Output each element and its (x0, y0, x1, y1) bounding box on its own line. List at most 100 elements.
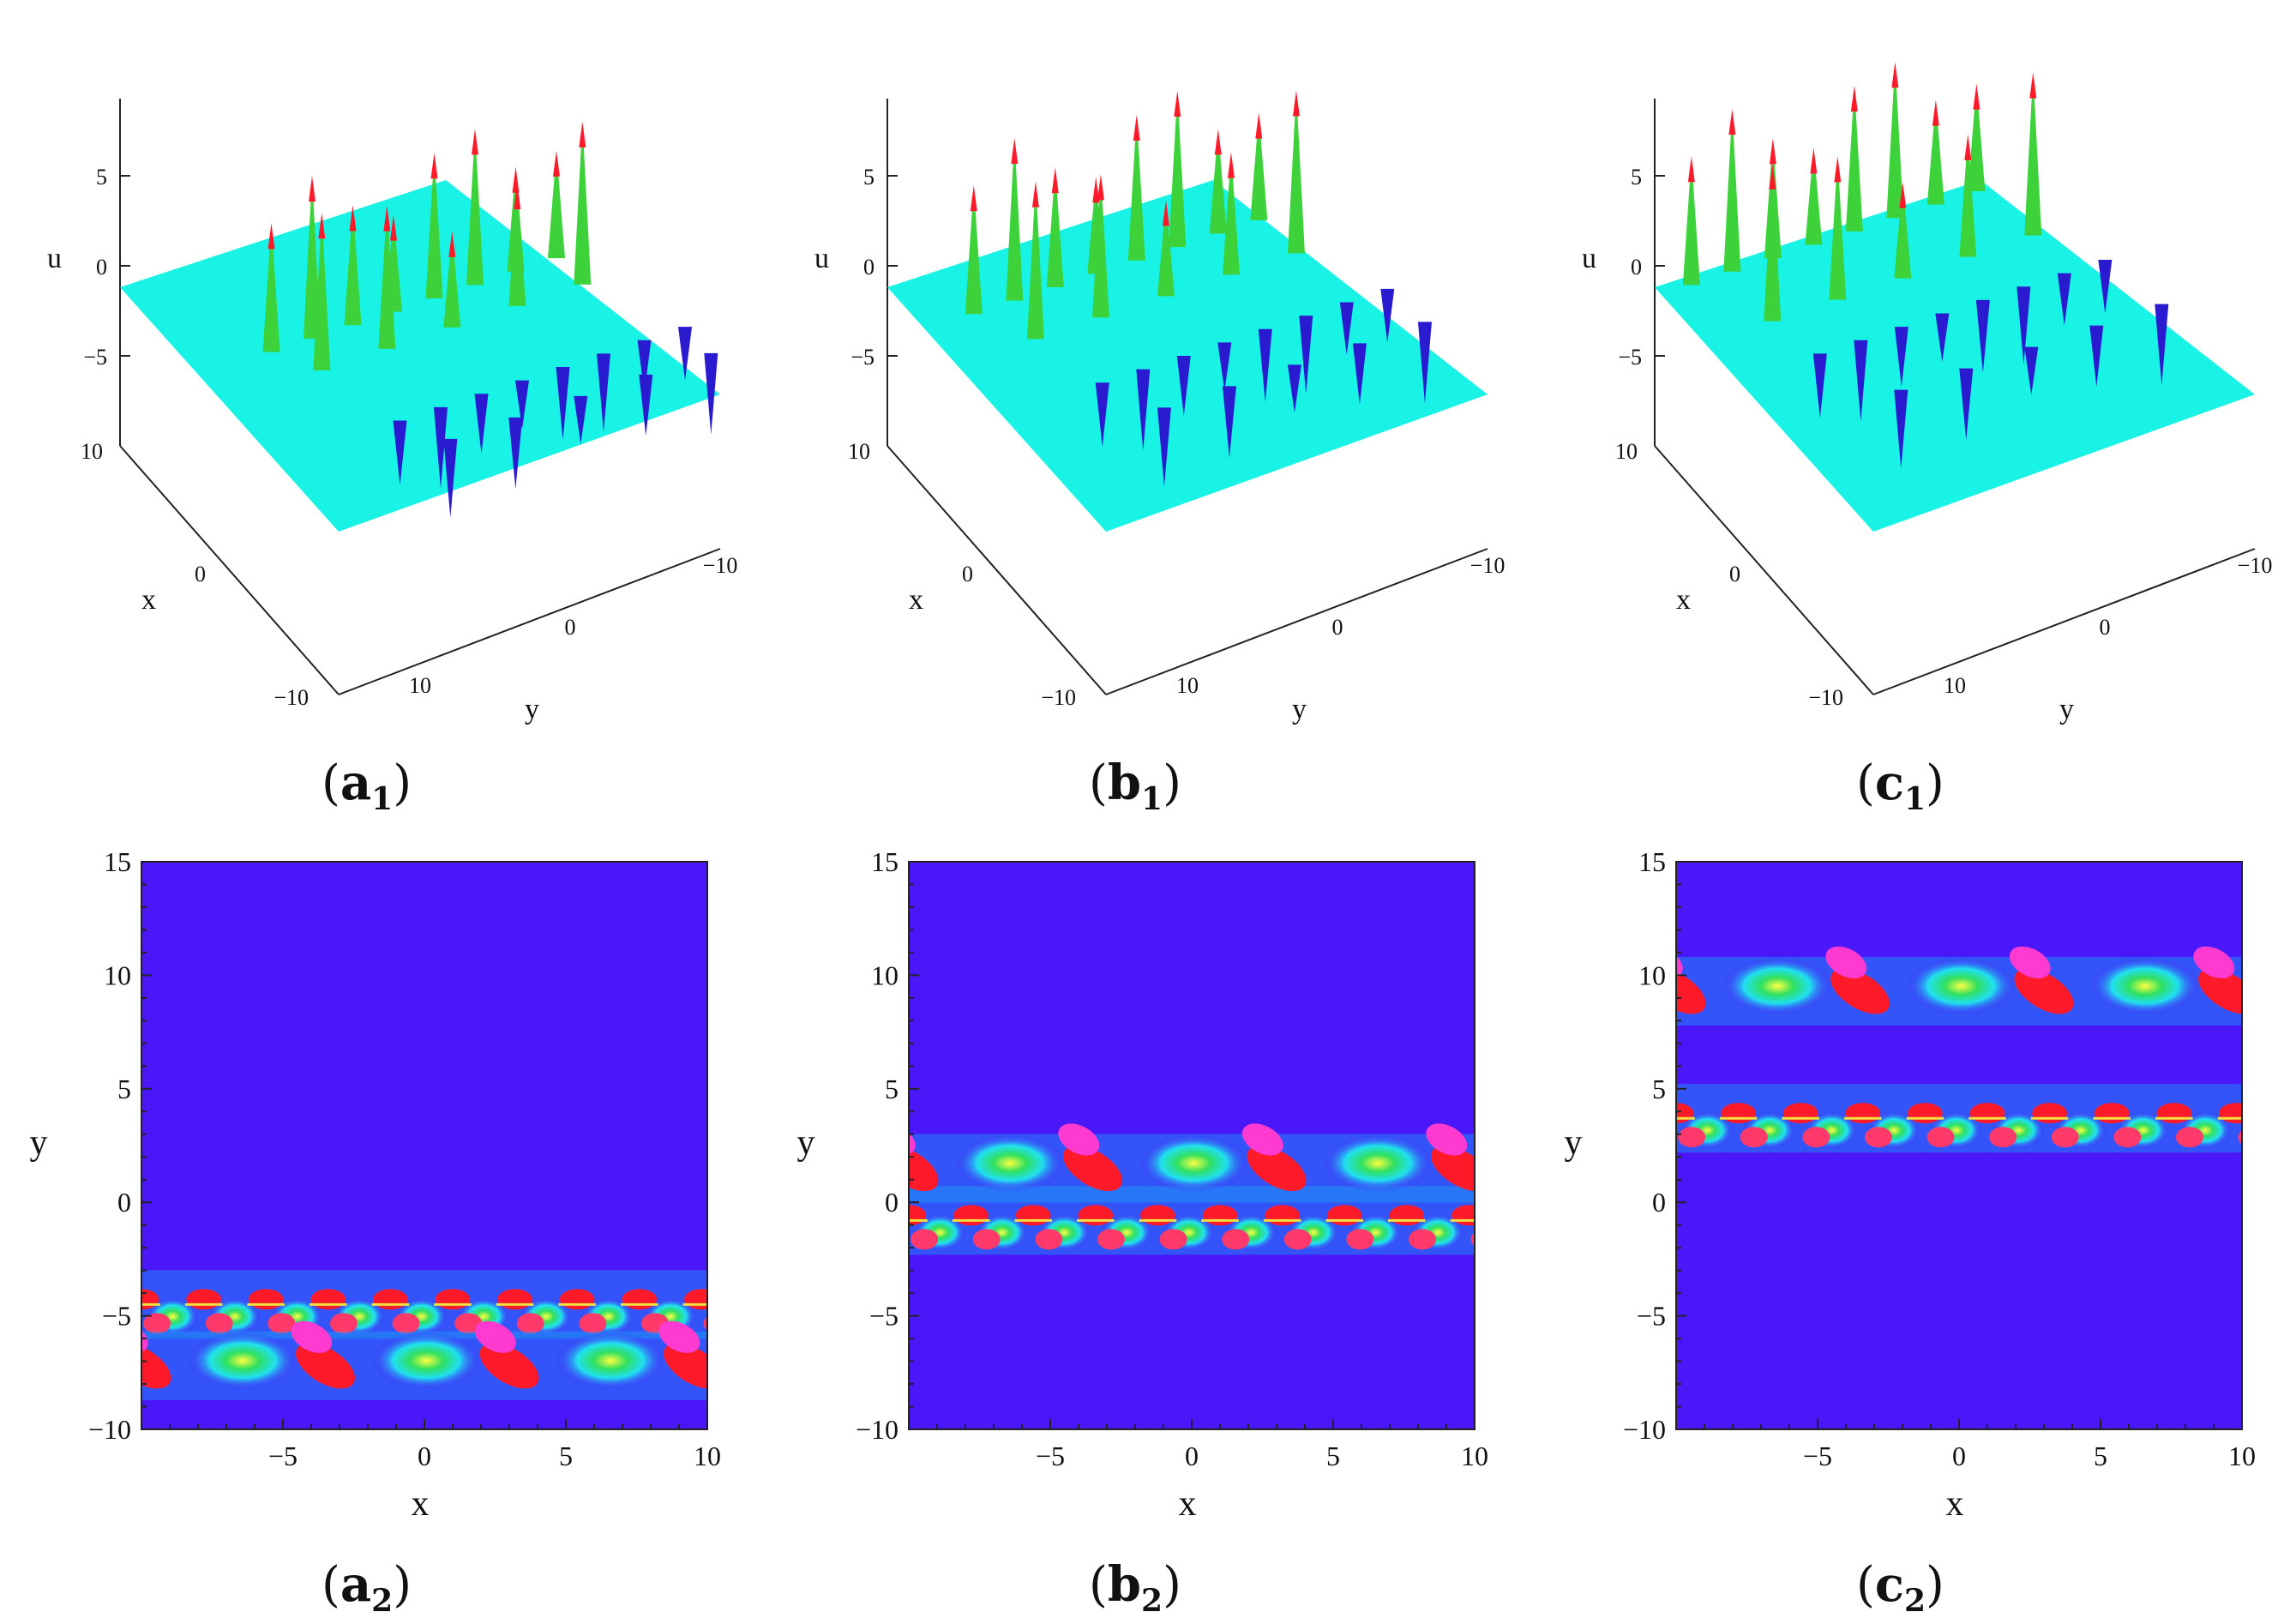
band-blob (2241, 1126, 2242, 1135)
band-lobe (474, 1320, 516, 1353)
band-lobe (1078, 1205, 1114, 1226)
surface-well (1339, 302, 1354, 355)
band-lobe (2032, 1103, 2067, 1124)
band-lobe (479, 1343, 539, 1389)
y-tick-label: −5 (102, 1301, 131, 1332)
band-lobe (559, 1289, 595, 1310)
band-lobe (2175, 1127, 2203, 1148)
z-axis-label: u (814, 243, 829, 274)
band-blob (371, 1331, 482, 1390)
y-tick-label: 5 (117, 1074, 131, 1104)
band-lobe (392, 1313, 420, 1334)
surface-well (2024, 346, 2039, 395)
band-lobe (291, 1320, 333, 1353)
band-lobe (684, 1289, 707, 1310)
band-lobe (2193, 946, 2235, 979)
density-svg-c2: 15 10 5 0 −5 −10 −5 0 5 10 x y (1565, 846, 2290, 1524)
surface-peak-tip (390, 214, 398, 241)
z-tick-label: 0 (1631, 255, 1642, 280)
surface-peak (1926, 99, 1944, 205)
surface-svg-c1: 5 0 −5 10 0 −10 10 0 −10 u x y (1582, 62, 2272, 725)
surface-peak-tip (1292, 90, 1300, 117)
surface-peak-tip (1810, 147, 1818, 174)
caption-c2: (c2) (1856, 1556, 1944, 1620)
surface-peak-tip (1097, 174, 1104, 201)
surface-peak-tip (267, 223, 275, 250)
band-lobe (1202, 1205, 1238, 1226)
x-tick-label: −5 (268, 1441, 298, 1471)
x-tick-label: 5 (559, 1441, 573, 1471)
surface-peak (313, 213, 331, 370)
surface-peak-tip (349, 205, 357, 232)
surface-peak (1805, 147, 1823, 245)
z-tick-label: 5 (96, 165, 107, 189)
x-axis-label: x (141, 584, 156, 616)
density-svg-b2: 15 10 5 0 −5 −10 −5 0 5 10 x y (797, 846, 1530, 1524)
x-tick-label: 0 (962, 562, 973, 586)
surface-peak-tip (1092, 177, 1100, 203)
band-blob (1474, 1228, 1475, 1237)
caption-sub: 1 (1903, 781, 1926, 818)
band-blob (187, 1331, 298, 1390)
caption-sub: 2 (1903, 1583, 1926, 1620)
surface-well (2089, 325, 2104, 387)
band-lobe (2051, 1127, 2079, 1148)
band-lobe (2238, 1129, 2242, 1145)
surface-peak (1723, 109, 1741, 272)
surface-well (2057, 273, 2071, 326)
surface-peak-tip (1011, 137, 1019, 164)
surface-well (1217, 342, 1232, 391)
surface-well (1352, 343, 1367, 405)
x-tick-label: −10 (273, 685, 309, 710)
band-lobe (579, 1313, 607, 1334)
surface-peak-tip (1728, 109, 1736, 135)
surface-peak (1222, 152, 1240, 275)
x-tick-label: 10 (81, 439, 103, 464)
surface-well (1894, 389, 1908, 469)
band-lobe (1989, 1127, 2017, 1148)
x-tick-label: 10 (848, 439, 870, 464)
band-lobe (1926, 1127, 1955, 1148)
y-tick-label: 0 (885, 1187, 899, 1218)
surface-well (393, 420, 407, 485)
z-axis-label: u (47, 243, 62, 274)
x-tick-label: −10 (1041, 685, 1076, 710)
surface-well (1894, 327, 1908, 388)
band-lobe (1159, 1229, 1187, 1250)
band-lobe (1326, 1205, 1362, 1226)
z-tick-label: −5 (1618, 345, 1642, 370)
surface-plot-a1: 5 0 −5 10 0 −10 10 0 −10 u x y (0, 0, 763, 737)
density-svg-a2: 15 10 5 0 −5 −10 −5 0 5 10 x y (30, 846, 722, 1524)
band-lobe (1782, 1103, 1818, 1124)
band-lobe (267, 1313, 296, 1334)
band-lobe (373, 1289, 408, 1310)
band-lobe (1721, 1103, 1756, 1124)
band-lobe (1408, 1229, 1436, 1250)
surface-peak-tip (472, 129, 479, 155)
surface-peak-tip (448, 231, 456, 257)
surface-well (474, 394, 489, 454)
band-lobe (1452, 1205, 1475, 1226)
y-tick-label: −10 (1470, 553, 1506, 578)
z-tick-label: 5 (1631, 165, 1642, 189)
surface-peak (1764, 163, 1782, 322)
caption-b1: (b1) (1089, 755, 1181, 818)
density-plot-a2: 15 10 5 0 −5 −10 −5 0 5 10 x y (0, 823, 763, 1621)
surface-peak (1959, 134, 1977, 257)
band-blob (1506, 1134, 1530, 1192)
x-tick-label: 0 (195, 562, 206, 586)
band-lobe (829, 1205, 864, 1225)
caption-letter: a (340, 1556, 372, 1613)
y-tick-label: 15 (871, 846, 899, 877)
y-tick-label: 5 (885, 1074, 899, 1104)
x-tick-label: 5 (2094, 1441, 2107, 1471)
surface-peak (304, 176, 322, 339)
band-lobe (1678, 1127, 1706, 1148)
surface-well (1299, 316, 1313, 394)
band-lobe (454, 1313, 483, 1334)
band-lobe (2281, 1103, 2290, 1123)
surface-peak (1682, 156, 1700, 286)
z-tick-label: 0 (96, 255, 107, 280)
surface-well (434, 406, 448, 489)
band-lobe (1283, 1229, 1312, 1250)
